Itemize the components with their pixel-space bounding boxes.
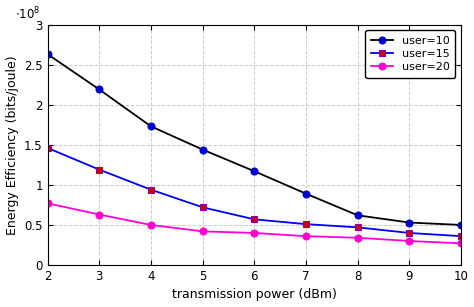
user=20 (458, 242, 464, 245)
Line: user=10: user=10 (44, 51, 465, 228)
user=15 (252, 217, 257, 221)
Text: $\cdot10^8$: $\cdot10^8$ (15, 6, 40, 22)
Legend: user=10, user=15, user=20: user=10, user=15, user=20 (365, 30, 456, 78)
Line: user=20: user=20 (44, 200, 465, 247)
user=15 (45, 146, 50, 150)
user=20 (355, 236, 361, 239)
user=10 (200, 148, 205, 151)
user=20 (303, 234, 309, 238)
user=10 (407, 221, 412, 224)
user=20 (96, 213, 102, 216)
user=10 (303, 192, 309, 196)
X-axis label: transmission power (dBm): transmission power (dBm) (172, 289, 337, 301)
user=20 (200, 230, 205, 233)
user=10 (252, 169, 257, 173)
user=10 (45, 52, 50, 56)
Line: user=15: user=15 (44, 145, 465, 240)
user=15 (303, 222, 309, 226)
Y-axis label: Energy Efficiency (bits/joule): Energy Efficiency (bits/joule) (6, 55, 18, 235)
user=15 (407, 231, 412, 235)
user=10 (458, 223, 464, 227)
user=15 (458, 234, 464, 238)
user=20 (148, 223, 154, 227)
user=20 (252, 231, 257, 235)
user=10 (355, 213, 361, 217)
user=20 (407, 239, 412, 243)
user=15 (148, 188, 154, 192)
user=15 (96, 168, 102, 172)
user=10 (96, 87, 102, 91)
user=10 (148, 125, 154, 128)
user=15 (200, 205, 205, 209)
user=15 (355, 226, 361, 229)
user=20 (45, 201, 50, 205)
